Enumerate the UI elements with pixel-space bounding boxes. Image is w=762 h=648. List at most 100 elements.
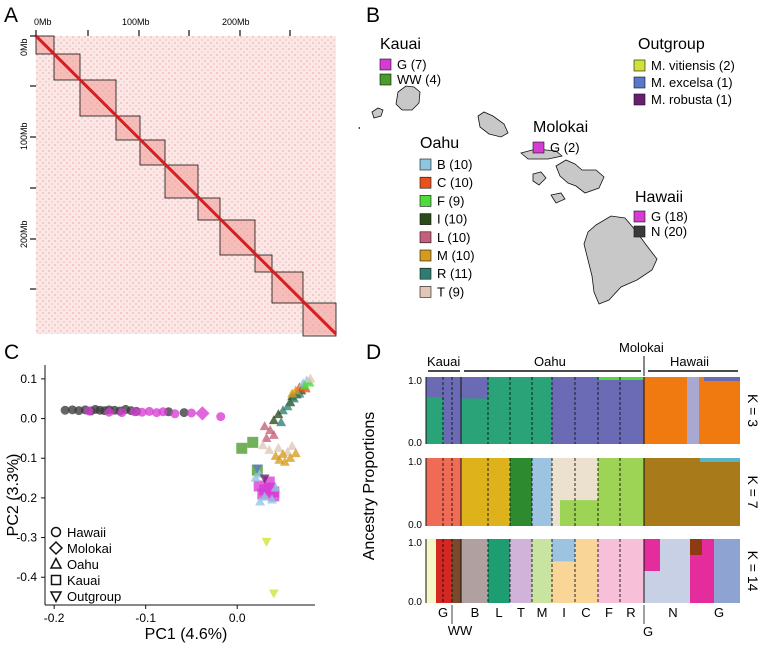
pca-point [158,407,168,417]
pca-point [84,406,94,416]
structure-pop-label: T [517,605,525,620]
pca-ylabel: PC2 (3.3%) [5,454,22,537]
hic-diagonal [34,34,338,336]
pca-point [257,440,268,450]
pca-point [117,408,127,418]
pca-xlabel: PC1 (4.6%) [145,626,228,643]
pca-legend-marker-diamond [48,540,64,556]
structure-ylabel: Ancestry Proportions [361,412,378,561]
ancestry-segment [461,539,488,603]
ancestry-segment [620,539,644,603]
pca-ytick-label: 0.1 [20,372,37,386]
ancestry-segment [436,539,452,603]
pca-xtick-label: -0.1 [135,611,156,625]
maui-island-shape [555,159,605,194]
structure-tick-top: 1.0 [408,457,422,468]
pca-point [265,425,276,435]
pca-ytick-label: 0.0 [20,412,37,426]
map-oahu-pop-4: L (10) [437,230,470,245]
islet-shape [358,127,360,129]
structure-pop-label: M [537,605,548,620]
structure-tick-bottom: 0.0 [408,438,422,449]
pca-ytick-label: -0.2 [16,491,37,505]
ancestry-segment [426,458,443,526]
map-swatch [419,286,432,298]
ancestry-segment [598,377,644,380]
structure-row-k3 [426,377,740,444]
ancestry-segment [560,500,598,526]
map-swatch [419,231,432,244]
map-molokai-title: Molokai [533,119,588,136]
pca-legend-label: Molokai [67,541,112,556]
pca-ytick-label: -0.4 [16,570,37,584]
kahoolawe-island-shape [550,192,566,204]
pca-point [259,474,270,484]
structure-pop-label: B [471,605,480,620]
pca-point [259,421,270,431]
pca-point [273,409,284,419]
map-oahu-pop-6: R (11) [437,266,472,281]
map-outgroup-title: Outgroup [638,36,705,53]
pca-point [216,412,226,422]
structure-island-molokai: Molokai [619,340,664,355]
map-oahu-pop-2: F (9) [437,193,464,208]
pca-xtick-label: 0.0 [229,611,246,625]
map-kauai-pop-1: WW (4) [397,72,441,87]
pca-legend-marker-triangle [49,556,63,569]
map-swatch [419,158,432,171]
pca-point [287,440,298,450]
pca-point [276,417,287,427]
ancestry-segment [488,539,510,603]
pca-point [60,405,70,415]
ancestry-segment [644,458,740,526]
map-swatch [633,59,646,72]
hic-contact-map: 0Mb 100Mb 200Mb 0Mb 100Mb 200Mb [19,17,338,337]
map-molokai-pop-0: G (2) [550,140,580,155]
panel-label-a: A [4,4,18,27]
map-hawaii-title: Hawaii [635,189,683,206]
hic-left-tick-0: 0Mb [19,38,29,56]
pca-point [264,444,275,454]
pca-point [288,393,299,403]
map-oahu-pop-0: B (10) [437,157,472,172]
pca-legend-label: Kauai [67,573,100,588]
hic-left-tick-100: 100Mb [19,122,29,150]
ancestry-segment [443,377,461,444]
structure-ancestry-plot: Ancestry Proportions Kauai Oahu Molokai … [361,340,761,639]
panel-label-c: C [4,341,19,364]
structure-island-kauai: Kauai [427,354,460,369]
map-swatch [419,195,432,207]
hic-top-tick-200: 200Mb [222,17,250,27]
pca-ytick-label: -0.1 [16,451,37,465]
k-label: K = 7 [745,475,761,508]
lanai-island-shape [532,171,547,186]
structure-island-oahu: Oahu [534,354,566,369]
pca-point [305,373,316,383]
pca-point [268,589,279,599]
ancestry-segment [714,539,740,603]
pca-point [170,409,180,419]
oahu-island-shape [477,111,509,138]
pca-point [104,407,114,417]
map-hawaii-pop-0: G (18) [651,209,688,224]
hawaii-big-island-shape [583,215,658,305]
panel-label-d: D [366,341,381,364]
structure-pop-label: G [714,605,724,620]
map-outgroup-pop-1: M. excelsa (1) [651,75,733,90]
pca-point [285,452,296,462]
map-swatch [379,73,392,86]
pca-point [287,388,298,398]
pca-legend-marker-square [50,574,62,586]
map-swatch [633,210,646,223]
ancestry-segment [488,458,510,526]
hic-top-tick-0: 0Mb [34,17,52,27]
pca-legend-marker-invtriangle [49,591,63,604]
map-kauai-pop-0: G (7) [397,57,427,72]
structure-row-k14 [426,539,740,603]
map-outgroup-pop-0: M. vitiensis (2) [651,58,735,73]
pca-point [267,494,277,504]
pca-point [268,429,279,439]
pca-point [261,537,272,547]
pca-legend-label: Outgroup [67,589,121,604]
ancestry-segment [598,458,644,526]
